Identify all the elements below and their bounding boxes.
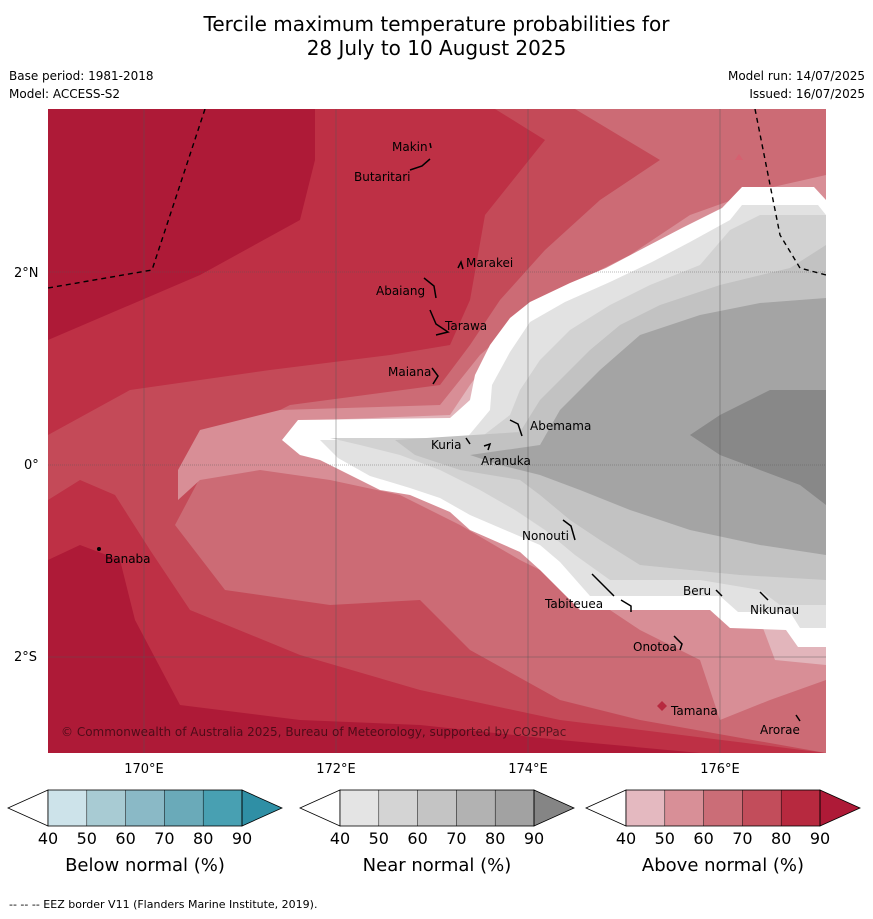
legend-above-swatch [703, 790, 743, 826]
issued-date: Issued: 16/07/2025 [749, 87, 865, 101]
island-label-tamana: Tamana [670, 704, 718, 718]
legends: 40 50 60 70 80 90 Below normal (%) 40 50 60 70 80 90… [7, 789, 861, 876]
legend-below-tick: 90 [232, 829, 252, 848]
lon-label-176e: 176°E [700, 762, 740, 777]
legend-above-tick: 60 [693, 829, 713, 848]
legend-near-under-triangle [299, 789, 341, 827]
island-label-banaba: Banaba [105, 552, 151, 566]
legend-below-tick: 50 [77, 829, 97, 848]
legend-below: 40 50 60 70 80 90 Below normal (%) [7, 789, 283, 876]
legend-below-over-triangle [241, 789, 283, 827]
marker-triangle [735, 154, 743, 160]
legend-below-tick: 70 [154, 829, 174, 848]
legend-near-swatch [456, 790, 496, 826]
legend-near-swatch [340, 790, 379, 826]
title-line-2: 28 July to 10 August 2025 [306, 36, 567, 60]
legend-near-label: Near normal (%) [363, 855, 512, 876]
marker-diamond [657, 701, 667, 711]
legend-near-tick: 60 [407, 829, 427, 848]
legend-near-tick: 70 [446, 829, 466, 848]
lat-label-2n: 2°N [14, 266, 39, 281]
model-name: Model: ACCESS-S2 [9, 87, 121, 101]
band-near-70 [470, 298, 826, 555]
legend-above-tick: 90 [810, 829, 830, 848]
legend-above-tick: 40 [616, 829, 636, 848]
legend-above-under-triangle [585, 789, 627, 827]
legend-above-swatch [781, 790, 820, 826]
island-label-aranuka: Aranuka [481, 454, 531, 468]
island-label-butaritari: Butaritari [354, 170, 411, 184]
legend-near-frame [339, 789, 535, 827]
chart-title: Tercile maximum temperature probabilitie… [0, 12, 873, 60]
legend-above-over-triangle [819, 789, 861, 827]
island-label-marakei: Marakei [466, 256, 513, 270]
legend-above-label: Above normal (%) [642, 855, 804, 876]
legend-near-over-triangle [533, 789, 575, 827]
legend-above-tick: 50 [655, 829, 675, 848]
legend-above-swatch [664, 790, 704, 826]
legend-near-tick: 50 [369, 829, 389, 848]
island-outlines [409, 142, 801, 722]
island-label-nonouti: Nonouti [522, 529, 569, 543]
island-label-abemama: Abemama [530, 419, 591, 433]
map-area: Makin Butaritari Marakei Abaiang Tarawa … [48, 109, 826, 753]
legend-below-swatch [125, 790, 165, 826]
legend-below-swatch [164, 790, 204, 826]
legend-near-tick: 80 [485, 829, 505, 848]
legend-above-tick: 70 [732, 829, 752, 848]
legend-near-swatch [378, 790, 418, 826]
island-label-tarawa: Tarawa [444, 319, 487, 333]
base-period: Base period: 1981-2018 [9, 69, 154, 83]
legend-above-tick: 80 [771, 829, 791, 848]
island-label-arorae: Arorae [760, 723, 800, 737]
legend-near-swatch [495, 790, 534, 826]
legend-above-swatch [742, 790, 782, 826]
legend-near: 40 50 60 70 80 90 Near normal (%) [299, 789, 575, 876]
lon-label-170e: 170°E [124, 762, 164, 777]
island-label-kuria: Kuria [431, 438, 462, 452]
island-label-nikunau: Nikunau [750, 603, 799, 617]
legend-below-tick: 60 [115, 829, 135, 848]
island-label-tabiteuea: Tabiteuea [544, 597, 603, 611]
legend-below-label: Below normal (%) [65, 855, 225, 876]
island-label-maiana: Maiana [388, 365, 431, 379]
lon-label-172e: 172°E [316, 762, 356, 777]
legend-below-swatch [48, 790, 87, 826]
legend-near-tick: 90 [524, 829, 544, 848]
legend-below-swatch [203, 790, 242, 826]
eez-footer-note: -- -- -- EEZ border V11 (Flanders Marine… [9, 898, 318, 911]
island-label-onotoa: Onotoa [633, 640, 677, 654]
axis-labels: 2°N 0° 2°S 170°E 172°E 174°E 176°E [14, 266, 740, 777]
lat-label-2s: 2°S [14, 650, 37, 665]
lon-label-174e: 174°E [508, 762, 548, 777]
legend-below-frame [47, 789, 243, 827]
legend-below-tick: 40 [38, 829, 58, 848]
title-line-1: Tercile maximum temperature probabilitie… [203, 12, 670, 36]
island-label-abaiang: Abaiang [376, 284, 425, 298]
eez-border [48, 109, 826, 289]
legend-below-under-triangle [7, 789, 49, 827]
legend-near-tick: 40 [330, 829, 350, 848]
banaba-dot [97, 547, 101, 551]
band-near-80 [690, 390, 826, 505]
lat-label-0: 0° [24, 458, 39, 473]
legend-below-swatch [86, 790, 126, 826]
copyright-text: © Commonwealth of Australia 2025, Bureau… [61, 725, 566, 739]
legend-above: 40 50 60 70 80 90 Above normal (%) [585, 789, 861, 876]
meta-left: Base period: 1981-2018 Model: ACCESS-S2 [9, 67, 154, 103]
island-labels: Makin Butaritari Marakei Abaiang Tarawa … [105, 140, 800, 737]
legend-above-frame [625, 789, 821, 827]
island-label-beru: Beru [683, 584, 711, 598]
meta-right: Model run: 14/07/2025 Issued: 16/07/2025 [728, 67, 865, 103]
legend-above-swatch [626, 790, 665, 826]
legend-below-tick: 80 [193, 829, 213, 848]
legend-near-swatch [417, 790, 457, 826]
grid-lines [48, 109, 826, 753]
island-label-makin: Makin [392, 140, 428, 154]
model-run: Model run: 14/07/2025 [727, 69, 865, 83]
